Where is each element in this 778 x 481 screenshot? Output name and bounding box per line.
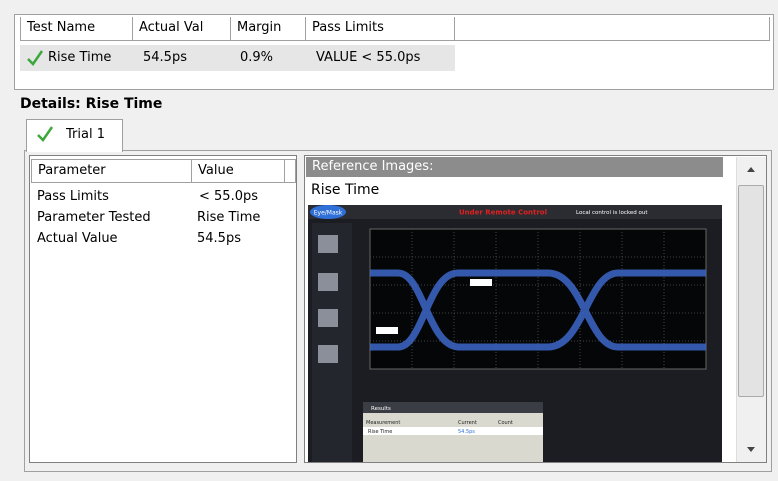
cell-text: 0.9% — [240, 50, 274, 65]
tab-label[interactable]: Trial 1 — [66, 127, 105, 142]
column-header[interactable]: Test Name — [20, 17, 133, 41]
scope-button: Eye/Mask — [314, 210, 343, 217]
column-header — [455, 17, 770, 41]
pass-icon — [27, 50, 44, 66]
parameter-name: Pass Limits — [37, 189, 109, 204]
column-header — [285, 159, 296, 183]
scroll-down[interactable] — [744, 446, 758, 454]
reference-header: Reference Images: — [306, 157, 723, 177]
pass-icon — [37, 126, 54, 142]
results-header: Measurement — [366, 420, 400, 426]
results-cell: 54.5ps — [458, 429, 475, 435]
details-title: Details: Rise Time — [20, 96, 163, 112]
cell-text: VALUE < 55.0ps — [316, 50, 421, 65]
image-caption: Rise Time — [311, 182, 380, 198]
results-header: Current — [458, 420, 477, 426]
results-header: Count — [498, 420, 513, 426]
parameter-value: 54.5ps — [197, 231, 241, 246]
column-header[interactable]: Margin — [231, 17, 306, 41]
cell-text: 54.5ps — [143, 50, 187, 65]
parameter-name: Parameter Tested — [37, 210, 151, 225]
parameter-value: < 55.0ps — [199, 189, 258, 204]
scope-status: Under Remote Control — [459, 209, 547, 217]
scroll-up[interactable] — [744, 165, 758, 173]
column-header[interactable]: Pass Limits — [306, 17, 455, 41]
result-row[interactable] — [20, 45, 455, 71]
parameter-panel — [29, 155, 297, 463]
parameter-value: Rise Time — [197, 210, 261, 225]
column-header[interactable]: Actual Val — [133, 17, 231, 41]
results-title: Results — [371, 406, 391, 412]
column-header[interactable]: Value — [192, 159, 285, 183]
parameter-name: Actual Value — [37, 231, 118, 246]
cell-text: Rise Time — [48, 50, 112, 65]
tab[interactable] — [26, 119, 123, 152]
results-cell: Rise Time — [368, 429, 392, 435]
scope-lock: Local control is locked out — [576, 210, 648, 216]
column-header[interactable]: Parameter — [31, 159, 192, 183]
scope-image: Eye/Mask Under Remote Control Local cont… — [308, 205, 722, 462]
scroll-thumb[interactable] — [738, 185, 764, 397]
